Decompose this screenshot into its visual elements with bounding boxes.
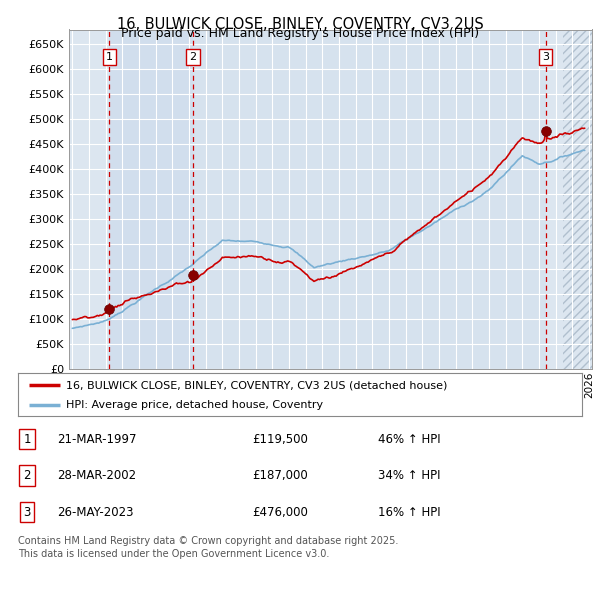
Text: 2: 2: [23, 469, 31, 482]
Text: 3: 3: [23, 506, 31, 519]
Text: 1: 1: [106, 52, 113, 62]
Text: 46% ↑ HPI: 46% ↑ HPI: [378, 432, 440, 445]
Text: 28-MAR-2002: 28-MAR-2002: [57, 469, 136, 482]
Text: 16% ↑ HPI: 16% ↑ HPI: [378, 506, 440, 519]
Text: 1: 1: [23, 432, 31, 445]
Text: Price paid vs. HM Land Registry's House Price Index (HPI): Price paid vs. HM Land Registry's House …: [121, 27, 479, 40]
Bar: [563, 30, 592, 369]
Text: 16, BULWICK CLOSE, BINLEY, COVENTRY, CV3 2US: 16, BULWICK CLOSE, BINLEY, COVENTRY, CV3…: [116, 17, 484, 31]
Text: 21-MAR-1997: 21-MAR-1997: [57, 432, 137, 445]
Text: 26-MAY-2023: 26-MAY-2023: [57, 506, 133, 519]
Text: £119,500: £119,500: [252, 432, 308, 445]
Text: 3: 3: [542, 52, 549, 62]
Text: £476,000: £476,000: [252, 506, 308, 519]
Text: 34% ↑ HPI: 34% ↑ HPI: [378, 469, 440, 482]
Text: Contains HM Land Registry data © Crown copyright and database right 2025.: Contains HM Land Registry data © Crown c…: [18, 536, 398, 546]
Text: 16, BULWICK CLOSE, BINLEY, COVENTRY, CV3 2US (detached house): 16, BULWICK CLOSE, BINLEY, COVENTRY, CV3…: [66, 381, 448, 391]
Bar: [109, 30, 193, 369]
Text: This data is licensed under the Open Government Licence v3.0.: This data is licensed under the Open Gov…: [18, 549, 329, 559]
Text: HPI: Average price, detached house, Coventry: HPI: Average price, detached house, Cove…: [66, 401, 323, 410]
Text: 2: 2: [190, 52, 197, 62]
Bar: [193, 30, 545, 369]
Text: £187,000: £187,000: [252, 469, 308, 482]
